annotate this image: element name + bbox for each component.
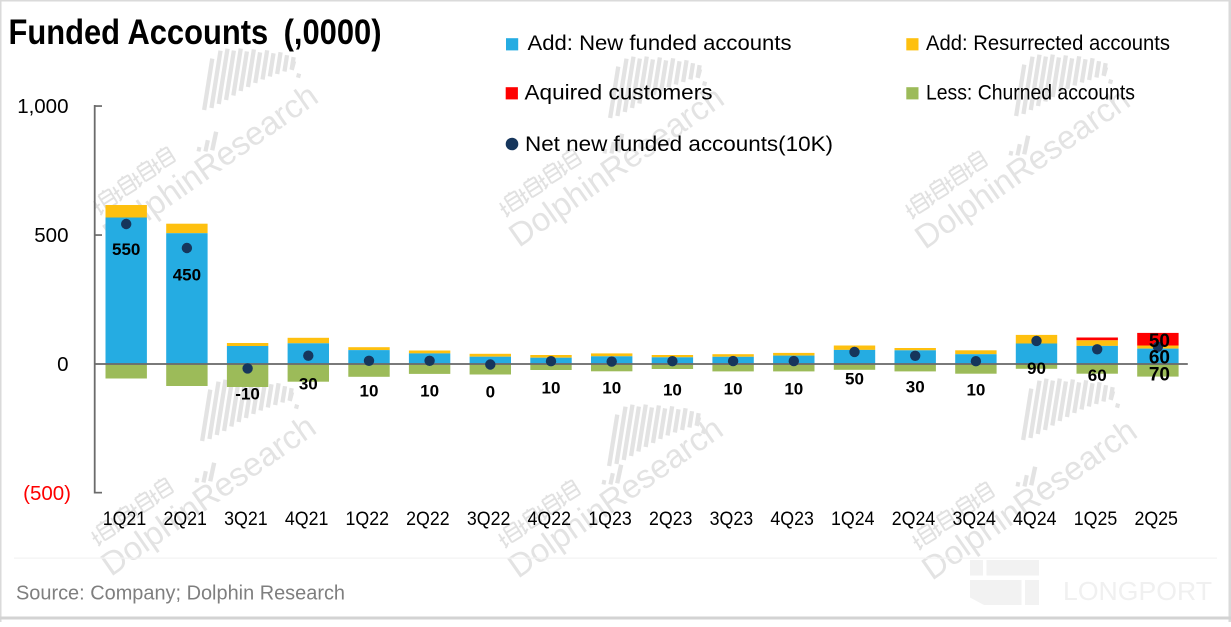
svg-text:1Q25: 1Q25 (1074, 509, 1118, 530)
svg-text:10: 10 (602, 379, 621, 398)
svg-text:10: 10 (724, 379, 743, 398)
svg-text:90: 90 (1027, 359, 1046, 378)
svg-text:2Q22: 2Q22 (406, 509, 450, 530)
svg-text:2Q23: 2Q23 (649, 509, 693, 530)
svg-text:3Q21: 3Q21 (224, 509, 268, 530)
svg-text:30: 30 (906, 378, 925, 397)
svg-text:10: 10 (542, 379, 561, 398)
svg-text:2Q25: 2Q25 (1134, 509, 1178, 530)
svg-text:4Q22: 4Q22 (528, 509, 572, 530)
svg-text:450: 450 (173, 266, 201, 285)
svg-text:-10: -10 (235, 385, 260, 404)
svg-text:LONGPORT: LONGPORT (1063, 576, 1212, 606)
svg-text:500: 500 (34, 224, 68, 247)
svg-text:1Q23: 1Q23 (588, 509, 632, 530)
svg-text:1Q24: 1Q24 (831, 509, 875, 530)
svg-text:(500): (500) (23, 482, 71, 505)
svg-text:2Q24: 2Q24 (892, 509, 936, 530)
svg-text:2Q21: 2Q21 (163, 509, 207, 530)
svg-text:3Q23: 3Q23 (710, 509, 754, 530)
svg-text:0: 0 (57, 353, 68, 376)
svg-text:Add: Resurrected accounts: Add: Resurrected accounts (926, 31, 1170, 55)
svg-text:Source: Company; Dolphin Resea: Source: Company; Dolphin Research (16, 582, 345, 605)
svg-text:Net new funded accounts(10K): Net new funded accounts(10K) (525, 132, 833, 156)
svg-text:3Q24: 3Q24 (952, 509, 996, 530)
svg-text:Aquired customers: Aquired customers (525, 80, 713, 104)
svg-text:4Q24: 4Q24 (1013, 509, 1057, 530)
svg-text:60: 60 (1088, 366, 1107, 385)
svg-text:10: 10 (360, 382, 379, 401)
svg-text:30: 30 (299, 375, 318, 394)
svg-text:4Q21: 4Q21 (285, 509, 329, 530)
svg-text:Add: New funded accounts: Add: New funded accounts (528, 31, 792, 55)
svg-text:10: 10 (966, 381, 985, 400)
svg-text:4Q23: 4Q23 (770, 509, 814, 530)
svg-text:70: 70 (1149, 365, 1170, 386)
svg-text:0: 0 (486, 383, 495, 402)
svg-text:1Q22: 1Q22 (346, 509, 390, 530)
svg-text:1,000: 1,000 (17, 95, 68, 118)
svg-text:3Q22: 3Q22 (467, 509, 511, 530)
svg-text:10: 10 (663, 381, 682, 400)
svg-text:10: 10 (784, 379, 803, 398)
svg-text:Funded Accounts (,0000): Funded Accounts (,0000) (9, 13, 382, 52)
svg-text:550: 550 (112, 240, 140, 259)
svg-text:10: 10 (420, 382, 439, 401)
svg-text:50: 50 (845, 370, 864, 389)
svg-text:Less: Churned accounts: Less: Churned accounts (926, 80, 1135, 104)
svg-text:1Q21: 1Q21 (103, 509, 147, 530)
